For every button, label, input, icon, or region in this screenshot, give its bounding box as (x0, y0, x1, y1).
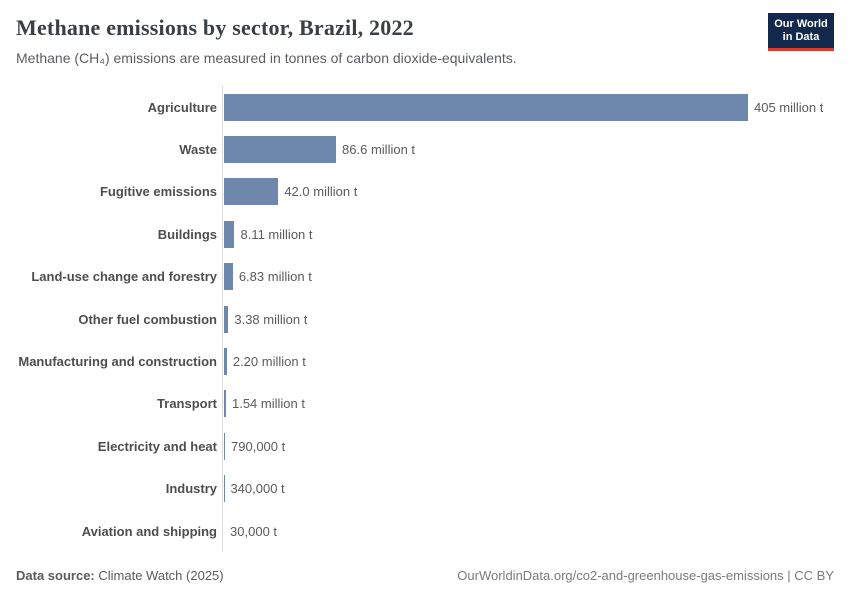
bar[interactable] (224, 305, 229, 333)
owid-logo-line2: in Data (782, 31, 820, 44)
bar-area: 8.11 million t (222, 213, 834, 256)
bar[interactable] (224, 93, 748, 121)
value-label: 1.54 million t (231, 396, 305, 412)
bar-area: 1.54 million t (222, 382, 834, 426)
data-source-value: Climate Watch (2025) (98, 568, 224, 583)
value-label: 3.38 million t (234, 311, 308, 327)
bar-row: Aviation and shipping 30,000 t (16, 509, 834, 553)
owid-logo-line1: Our World (774, 18, 828, 30)
bar-row: Other fuel combustion 3.38 million t (16, 297, 834, 341)
bar-chart: Agriculture 405 million t Waste 86.6 millio… (16, 86, 834, 553)
bar-row: Fugitive emissions 42.0 million t (16, 170, 834, 214)
bar-area: 405 million t (222, 86, 834, 129)
bar[interactable] (224, 178, 279, 206)
category-label: Fugitive emissions (99, 184, 217, 200)
bar-row: Manufacturing and construction 2.20 milli… (16, 340, 834, 383)
category-label: Land-use change and forestry (31, 269, 217, 285)
bar-area: 2.20 million t (222, 340, 834, 383)
value-label: 42.0 million t (284, 184, 358, 200)
bar-row: Buildings 8.11 million t (16, 213, 834, 256)
bar-area: 86.6 million t (222, 128, 834, 171)
value-label: 8.11 million t (240, 226, 313, 242)
owid-url-link[interactable]: OurWorldinData.org/co2-and-greenhouse-ga… (457, 568, 834, 583)
value-label: 790,000 t (231, 438, 286, 454)
bar-row: Industry 340,000 t (16, 467, 834, 510)
owid-logo[interactable]: Our World in Data (768, 13, 834, 52)
bar-row: Waste 86.6 million t (16, 128, 834, 171)
category-label: Buildings (157, 226, 217, 242)
bar[interactable] (224, 220, 235, 248)
category-label: Other fuel combustion (78, 311, 217, 327)
bar-area: 790,000 t (222, 425, 834, 468)
category-label: Waste (179, 142, 217, 158)
bar-area: 340,000 t (222, 467, 834, 510)
data-source-label: Data source: (16, 568, 95, 583)
chart-header: Methane emissions by sector, Brazil, 202… (16, 15, 834, 66)
bar[interactable] (224, 390, 226, 418)
value-label: 30,000 t (230, 523, 278, 539)
bar-area: 42.0 million t (222, 170, 834, 214)
chart-subtitle: Methane (CH₄) emissions are measured in … (16, 50, 517, 66)
bar-row: Agriculture 405 million t (16, 86, 834, 129)
chart-footer: Data source: Climate Watch (2025) OurWor… (16, 568, 834, 583)
value-label: 6.83 million t (238, 269, 312, 285)
bar-row: Electricity and heat 790,000 t (16, 425, 834, 468)
category-label: Aviation and shipping (81, 523, 217, 539)
bar[interactable] (224, 432, 226, 460)
value-label: 86.6 million t (342, 142, 416, 158)
bar-area: 3.38 million t (222, 297, 834, 341)
value-label: 405 million t (754, 99, 824, 115)
bar-row: Land-use change and forestry 6.83 million… (16, 255, 834, 298)
page-title: Methane emissions by sector, Brazil, 202… (16, 15, 414, 40)
value-label: 340,000 t (230, 481, 285, 497)
category-label: Transport (157, 396, 217, 412)
category-label: Agriculture (147, 99, 217, 115)
value-label: 2.20 million t (232, 354, 306, 370)
category-label: Industry (165, 481, 217, 497)
data-source: Data source: Climate Watch (2025) (16, 568, 224, 583)
category-label: Electricity and heat (97, 438, 217, 454)
bar[interactable] (224, 348, 227, 376)
bar-area: 6.83 million t (222, 255, 834, 298)
bar[interactable] (224, 136, 337, 164)
bar-area: 30,000 t (222, 509, 834, 553)
bar-row: Transport 1.54 million t (16, 382, 834, 426)
category-label: Manufacturing and construction (18, 354, 217, 370)
bar[interactable] (224, 263, 233, 291)
